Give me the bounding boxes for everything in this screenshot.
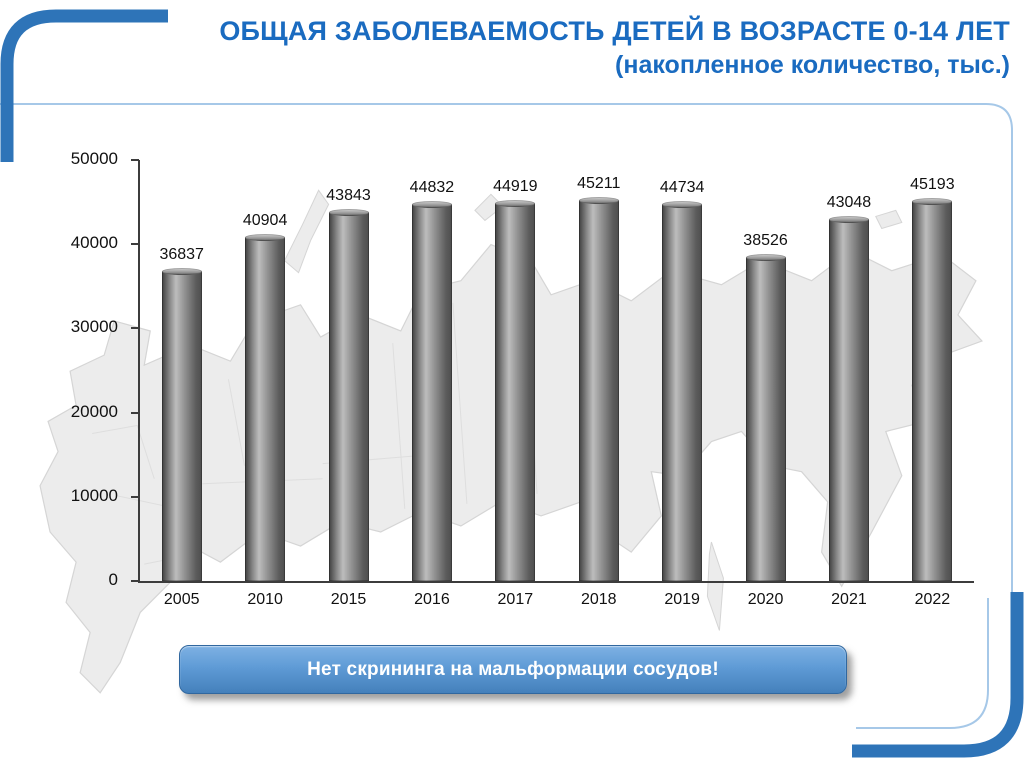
bar-value-label: 43843 <box>326 186 371 204</box>
y-axis-tick-mark <box>131 327 139 330</box>
x-axis-label: 2017 <box>497 591 534 608</box>
x-axis-label: 2019 <box>664 591 700 608</box>
bar <box>161 267 202 581</box>
y-axis-tick-mark <box>131 159 139 161</box>
bar-value-label: 38526 <box>743 231 788 249</box>
bar <box>912 197 953 581</box>
title-line-1: ОБЩАЯ ЗАБОЛЕВАЕМОСТЬ ДЕТЕЙ В ВОЗРАСТЕ 0-… <box>219 16 1010 46</box>
x-axis-label: 2018 <box>580 591 617 608</box>
x-axis-label: 2016 <box>414 591 450 608</box>
bar-value-label: 44832 <box>409 178 455 196</box>
bar-group: 45193 2022 <box>891 160 974 609</box>
bar-group: 44734 2019 <box>640 160 723 608</box>
x-axis-label: 2010 <box>247 591 283 608</box>
y-axis-tick-mark <box>131 495 139 498</box>
bar-group: 40904 2010 <box>223 160 306 608</box>
bar <box>245 233 286 581</box>
x-axis-label: 2021 <box>831 591 867 608</box>
bar <box>495 199 536 581</box>
bar-group: 43843 2015 <box>307 160 390 608</box>
bar-value-label: 36837 <box>159 245 204 263</box>
bar-value-label: 43048 <box>826 193 872 211</box>
bar <box>745 253 786 581</box>
y-axis-tick-label: 0 <box>108 570 118 589</box>
banner-label: Нет скрининга на мальформации сосудов! <box>307 658 719 680</box>
bar-value-label: 45193 <box>910 175 955 193</box>
bar <box>828 215 869 581</box>
x-axis-label: 2015 <box>330 591 367 608</box>
x-axis-label: 2005 <box>163 591 200 608</box>
y-axis-tick-label: 10000 <box>70 485 118 505</box>
slide-title: ОБЩАЯ ЗАБОЛЕВАЕМОСТЬ ДЕТЕЙ В ВОЗРАСТЕ 0-… <box>40 14 1010 82</box>
y-axis-tick-label: 50000 <box>70 149 118 168</box>
title-line-2: (накопленное количество, тыс.) <box>615 51 1010 80</box>
x-axis-label: 2022 <box>914 591 951 608</box>
plot-area: 36837 2005 40904 2010 43843 2015 44832 2016 4491… <box>138 160 974 609</box>
bar <box>578 197 619 581</box>
bar-group: 44832 2016 <box>390 160 473 609</box>
bar <box>662 201 703 581</box>
y-axis-labels: 0 10000 20000 30000 40000 50000 <box>0 149 128 589</box>
y-axis-tick-label: 20000 <box>70 401 118 421</box>
y-axis-tick-mark <box>131 580 139 582</box>
y-axis-tick-mark <box>131 411 139 414</box>
bar-value-label: 44734 <box>659 179 705 197</box>
bar-group: 43048 2021 <box>807 160 890 609</box>
bar <box>328 208 369 581</box>
bar-group: 38526 2020 <box>724 160 807 608</box>
bar-group: 45211 2018 <box>557 160 640 608</box>
bar-group: 44919 2017 <box>474 160 557 608</box>
bar <box>411 200 452 581</box>
y-axis-tick-label: 30000 <box>70 317 118 337</box>
bar-chart: 0 10000 20000 30000 40000 50000 36837 2005 4090… <box>0 149 1024 640</box>
bar-group: 36837 2005 <box>140 160 223 608</box>
x-axis-label: 2020 <box>747 591 784 608</box>
bar-value-label: 45211 <box>577 175 621 193</box>
y-axis-tick-mark <box>131 243 139 246</box>
bar-value-label: 44919 <box>493 177 538 195</box>
y-axis-tick-label: 40000 <box>70 233 118 253</box>
bar-value-label: 40904 <box>242 211 288 229</box>
banner-button[interactable]: Нет скрининга на мальформации сосудов! <box>179 645 847 694</box>
